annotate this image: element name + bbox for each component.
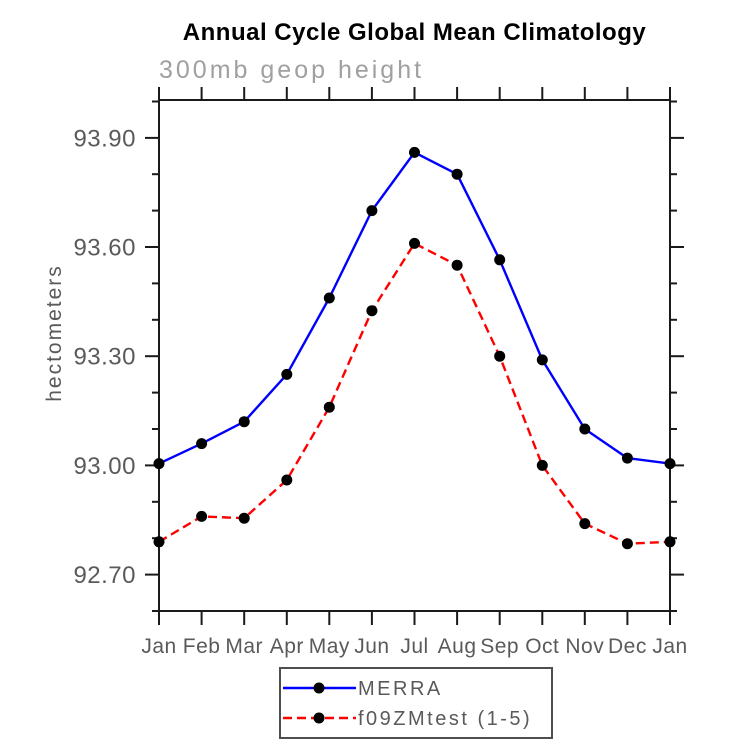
series-marker-merra [579, 423, 591, 435]
x-month-label: Oct [525, 635, 559, 658]
series-marker-merra [409, 146, 420, 158]
legend-marker-dot-f09zmtest [313, 712, 325, 724]
series-marker-f09zmtest-1-5 [409, 237, 420, 249]
x-month-label: May [309, 635, 350, 658]
y-tick-label: 92.70 [73, 562, 136, 589]
x-month-label: Feb [183, 635, 221, 658]
series-line-f09zmtest-1-5 [158, 242, 671, 545]
series-layer [153, 146, 676, 550]
x-month-label: Nov [565, 635, 604, 658]
x-month-label: Aug [438, 635, 477, 658]
series-marker-merra [196, 438, 208, 450]
plot-frame [158, 99, 671, 612]
legend-label-f09zmtest: f09ZMtest (1-5) [358, 708, 532, 730]
series-marker-f09zmtest-1-5 [579, 518, 591, 530]
series-marker-f09zmtest-1-5 [536, 459, 548, 471]
series-marker-merra [153, 458, 165, 470]
series-marker-merra [281, 368, 293, 380]
x-month-label: Sep [480, 635, 519, 658]
series-marker-f09zmtest-1-5 [664, 536, 676, 548]
series-marker-f09zmtest-1-5 [366, 305, 378, 317]
legend-marker-dot-merra [313, 682, 325, 694]
series-marker-f09zmtest-1-5 [153, 536, 165, 548]
series-marker-f09zmtest-1-5 [494, 350, 506, 362]
series-marker-f09zmtest-1-5 [196, 510, 208, 522]
chart-title: Annual Cycle Global Mean Climatology [182, 19, 647, 46]
series-marker-f09zmtest-1-5 [281, 474, 293, 486]
y-tick-label: 93.60 [73, 235, 136, 262]
series-marker-merra [323, 292, 335, 304]
series-marker-f09zmtest-1-5 [451, 259, 463, 271]
legend-label-merra: MERRA [358, 678, 443, 700]
x-month-label: Jun [354, 635, 389, 658]
axes-layer: 92.70 93.00 93.30 93.60 93.90 Jan Feb Mar Apr May… [73, 87, 687, 658]
x-month-label: Mar [225, 635, 263, 658]
series-marker-merra [238, 416, 250, 428]
chart-subtitle: 300mb geop height [159, 56, 425, 84]
series-line-merra [158, 151, 671, 465]
x-month-label: Apr [270, 635, 304, 658]
x-month-label: Jan [141, 635, 176, 658]
series-marker-merra [664, 458, 676, 470]
y-tick-label: 93.00 [73, 453, 136, 480]
legend: MERRA f09ZMtest (1-5) [279, 667, 553, 739]
y-tick-label: 93.90 [73, 125, 136, 152]
series-marker-merra [366, 205, 378, 217]
x-month-label: Dec [608, 635, 647, 658]
series-marker-merra [494, 254, 506, 266]
legend-box [279, 667, 553, 739]
series-marker-f09zmtest-1-5 [621, 538, 633, 550]
series-marker-f09zmtest-1-5 [238, 512, 250, 524]
series-marker-merra [621, 452, 633, 464]
series-marker-f09zmtest-1-5 [323, 401, 335, 413]
x-month-label: Jul [400, 635, 428, 658]
y-tick-label: 93.30 [73, 344, 136, 371]
series-marker-merra [451, 168, 463, 180]
x-month-label: Jan [652, 635, 687, 658]
series-marker-merra [536, 354, 548, 366]
